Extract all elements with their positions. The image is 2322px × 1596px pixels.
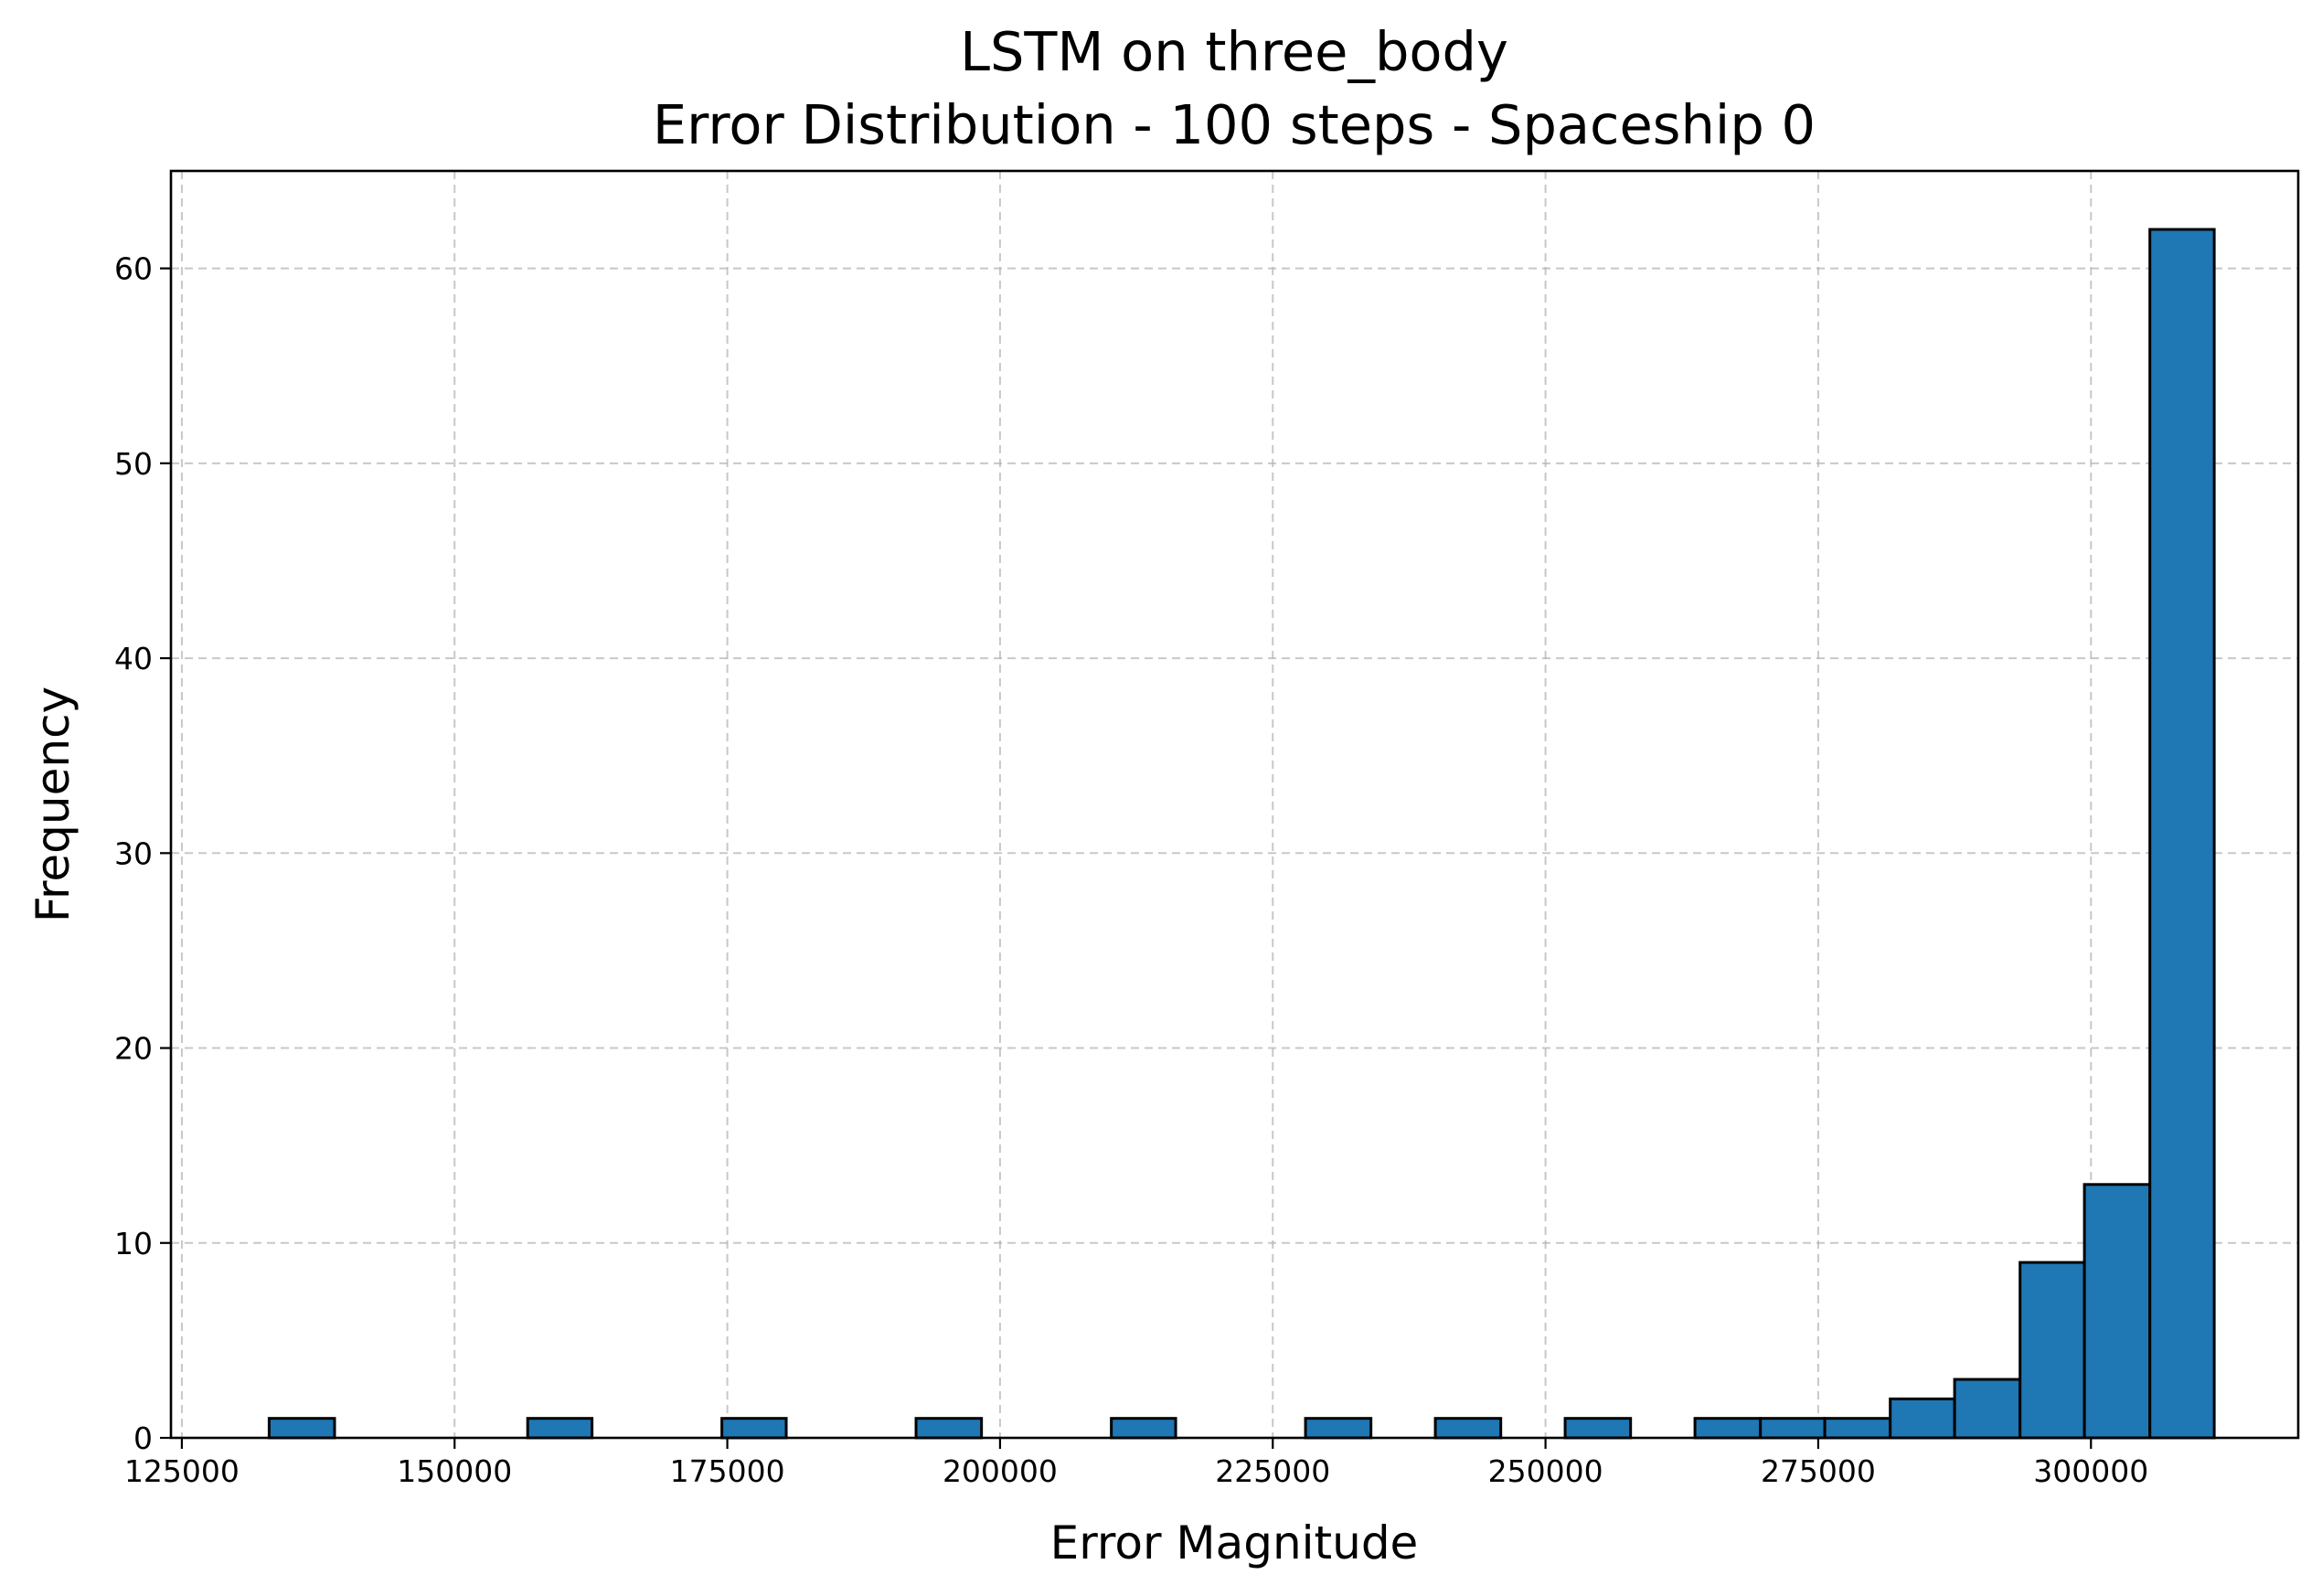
chart-title: LSTM on three_body: [960, 20, 1508, 83]
x-axis-ticks: 125000 150000 175000 200000 225000 250000 2750…: [124, 1438, 2148, 1489]
histogram-bar: [1110, 1417, 1177, 1440]
histogram-bar: [2018, 1261, 2086, 1440]
chart-subtitle: Error Distribution - 100 steps - Spacesh…: [653, 93, 1816, 156]
histogram-bar: [1304, 1417, 1373, 1440]
y-axis-ticks: 0 10 20 30 40 50 60: [114, 251, 171, 1456]
y-tick-label: 10: [114, 1226, 153, 1261]
y-tick-label: 50: [114, 446, 153, 482]
histogram-bar: [914, 1417, 984, 1440]
x-tick-label: 275000: [1761, 1453, 1876, 1489]
histogram-bar: [267, 1417, 336, 1440]
x-tick-label: 150000: [397, 1453, 512, 1489]
x-tick-label: 250000: [1488, 1453, 1603, 1489]
y-tick-label: 20: [114, 1031, 153, 1067]
plot-frame: [169, 169, 2300, 1440]
histogram-bar: [1693, 1417, 1763, 1440]
y-axis-label: Frequency: [27, 686, 80, 922]
histogram-bars: [267, 228, 2216, 1440]
y-tick-label: 40: [114, 641, 153, 676]
histogram-bar: [2082, 1183, 2152, 1440]
x-tick-label: 225000: [1215, 1453, 1330, 1489]
histogram-bar: [1433, 1417, 1503, 1440]
histogram-bar: [1823, 1417, 1892, 1440]
y-tick-label: 60: [114, 251, 153, 287]
histogram-bar: [1889, 1397, 1956, 1440]
histogram-bar: [1563, 1417, 1633, 1440]
y-tick-label: 0: [133, 1420, 153, 1456]
histogram-bar: [1759, 1417, 1827, 1440]
y-tick-label: 30: [114, 835, 153, 871]
histogram-bar: [2148, 228, 2216, 1440]
x-axis-label: Error Magnitude: [1050, 1516, 1419, 1569]
x-tick-label: 125000: [124, 1453, 240, 1489]
x-tick-label: 175000: [670, 1453, 785, 1489]
histogram-bar: [720, 1417, 788, 1440]
x-tick-label: 200000: [943, 1453, 1058, 1489]
x-tick-label: 300000: [2033, 1453, 2148, 1489]
histogram-bar: [526, 1417, 594, 1440]
histogram-bar: [1953, 1378, 2022, 1440]
